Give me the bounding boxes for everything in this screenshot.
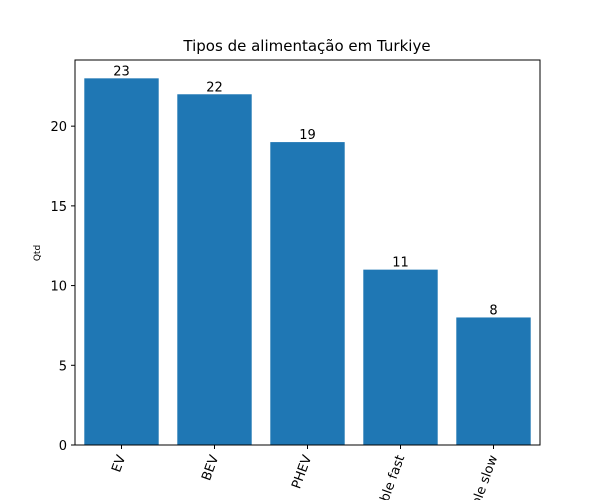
y-tick-label: 10: [50, 280, 67, 295]
bar: [363, 269, 438, 445]
y-tick-label: 20: [50, 120, 67, 135]
bar: [456, 317, 531, 445]
value-label: 8: [489, 303, 497, 318]
value-label: 11: [392, 256, 409, 271]
y-tick-label: 5: [59, 359, 67, 374]
value-label: 22: [206, 80, 223, 95]
bar: [84, 78, 159, 445]
y-axis-label: Qtd: [33, 245, 43, 261]
chart-title: Tipos de alimentação em Turkiye: [182, 37, 430, 55]
bar: [270, 142, 345, 446]
y-tick-label: 0: [59, 439, 67, 454]
plot-frame: [74, 59, 541, 446]
value-label: 23: [113, 64, 130, 79]
y-tick-label: 15: [50, 200, 67, 215]
value-label: 19: [299, 128, 316, 143]
bar: [177, 94, 252, 445]
x-tick-label: EV: [109, 453, 129, 474]
